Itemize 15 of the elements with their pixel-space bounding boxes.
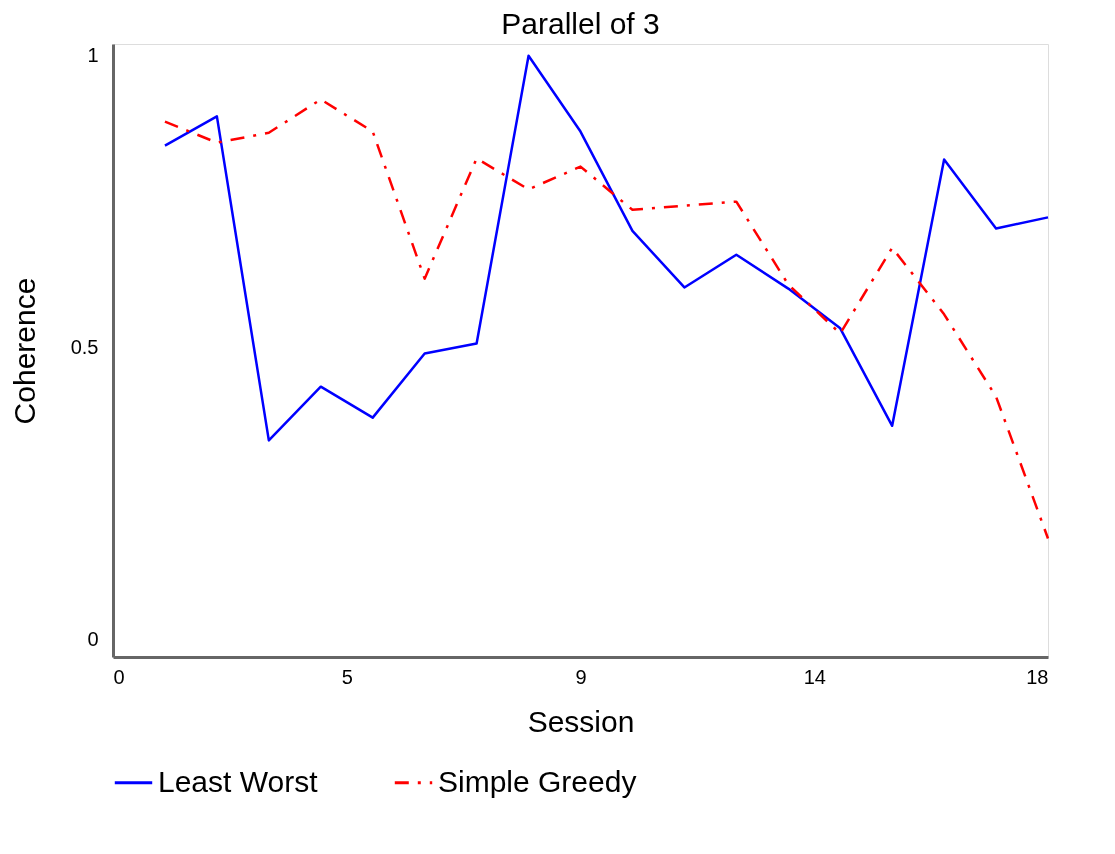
x-tick-label: 18 <box>1026 665 1049 688</box>
line-series <box>163 98 1050 540</box>
line-series <box>163 54 1050 442</box>
y-tick-label: 0.5 <box>70 336 99 359</box>
x-tick-label: 14 <box>803 665 826 688</box>
y-tick-label: 0 <box>87 627 99 650</box>
x-tick-label: 9 <box>575 665 587 688</box>
y-axis-title: Coherence <box>7 277 41 425</box>
chart-title: Parallel of 3 <box>501 7 660 40</box>
legend-label: Simple Greedy <box>438 764 637 798</box>
x-axis-title: Session <box>527 704 635 738</box>
legend-label: Least Worst <box>158 764 319 798</box>
x-tick-label: 0 <box>113 665 125 688</box>
y-tick-label: 1 <box>87 44 99 67</box>
x-tick-label: 5 <box>341 665 353 688</box>
